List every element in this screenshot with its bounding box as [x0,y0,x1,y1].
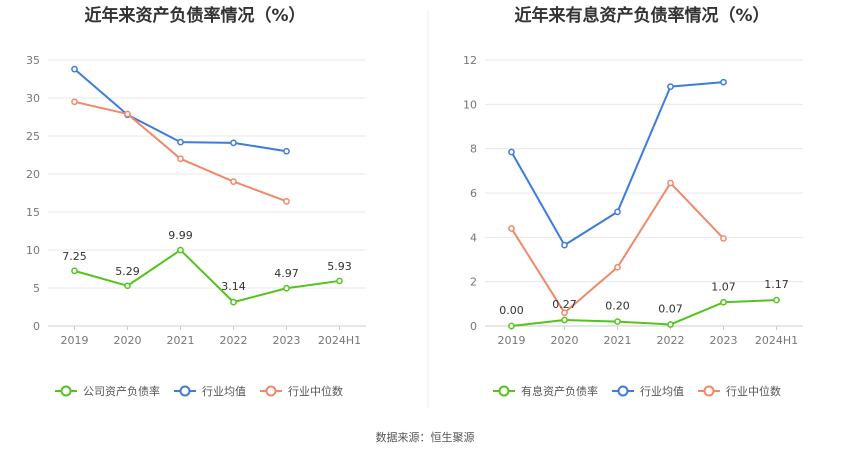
data-label: 5.29 [115,265,140,278]
y-tick-label: 20 [26,168,40,181]
source-note: 数据来源：恒生聚源 [376,430,475,444]
x-tick-label: 2024H1 [318,334,361,347]
data-point [614,208,621,216]
x-tick-label: 2020 [114,334,142,347]
y-tick-label: 12 [463,54,477,67]
series-line-2 [510,81,724,247]
series-line-1 [74,249,340,304]
y-tick-label: 0 [470,320,477,333]
y-tick-label: 6 [470,187,477,200]
x-tick-label: 2019 [61,334,89,347]
data-point [177,138,184,146]
chart-title: 近年来有息资产负债率情况（%） [514,5,769,26]
y-tick-label: 10 [26,244,40,257]
x-tick-label: 2021 [167,334,195,347]
y-tick-label: 25 [26,130,40,143]
y-tick-label: 4 [470,231,477,244]
x-tick-label: 2019 [498,334,526,347]
x-tick-label: 2024H1 [755,334,798,347]
y-tick-label: 30 [26,92,40,105]
data-point [720,78,727,86]
data-point [283,198,290,205]
data-point [71,267,78,275]
data-point [667,321,674,328]
chart-title: 近年来资产负债率情况（%） [84,5,305,26]
legend-label: 行业中位数 [726,384,781,398]
legend-label: 公司资产负债率 [83,384,160,398]
data-point [720,298,727,306]
data-point [773,296,780,304]
data-point [71,65,78,73]
data-point [614,318,621,325]
legend-item-1[interactable]: 公司资产负债率 [55,384,160,398]
data-point [177,246,184,254]
data-label: 0.00 [499,304,524,317]
data-label: 0.27 [552,298,577,311]
data-point [336,277,343,285]
data-point [283,147,290,155]
x-tick-label: 2021 [604,334,632,347]
y-tick-label: 15 [26,206,40,219]
data-label: 4.97 [274,267,299,280]
legend-item-2[interactable]: 行业均值 [174,385,246,398]
legend-item-3[interactable]: 行业中位数 [260,384,343,398]
y-tick-label: 8 [470,143,477,156]
data-point [230,298,237,306]
legend-label: 行业中位数 [288,384,343,398]
data-label: 1.07 [711,280,736,293]
data-point [561,316,568,324]
data-point [561,241,568,249]
data-label: 3.14 [221,280,246,293]
legend-item-2[interactable]: 行业均值 [612,385,684,398]
data-label: 0.07 [658,302,683,315]
data-point [667,179,674,187]
y-tick-label: 10 [463,98,477,111]
data-label: 7.25 [62,250,87,263]
data-point [283,284,290,292]
data-point [667,83,674,90]
series-line-3 [74,100,287,203]
x-tick-label: 2022 [220,334,248,347]
data-point [124,110,131,118]
legend-label: 有息资产负债率 [521,384,598,398]
data-point [71,98,78,106]
chart-panel-1: 近年来资产负债率情况（%） 0 5 10 15 20 25 30 35 2019 2020 2021 2… [26,5,366,398]
data-label: 1.17 [764,278,789,291]
legend-item-1[interactable]: 有息资产负债率 [493,384,598,398]
legend-label: 行业均值 [202,385,246,398]
series-line-1 [511,299,777,327]
legend-marker [60,385,72,397]
chart-panel-2: 近年来有息资产负债率情况（%） 0 2 4 6 8 10 12 2019 2020 2021 2022… [463,5,803,398]
data-point [508,225,515,232]
data-point [614,263,621,271]
data-point [230,178,237,185]
legend-item-3[interactable]: 行业中位数 [698,384,781,398]
legend-marker [617,385,629,397]
data-point [177,155,184,163]
legend-marker [703,385,715,397]
data-point [561,309,568,317]
y-tick-label: 2 [470,276,477,289]
data-label: 0.20 [605,300,630,313]
y-tick-label: 0 [33,320,40,333]
x-tick-label: 2020 [551,334,579,347]
data-point [508,322,515,330]
x-tick-label: 2023 [710,334,738,347]
legend-label: 行业均值 [640,385,684,398]
data-point [508,148,515,156]
data-point [720,235,727,242]
data-point [124,282,131,290]
y-tick-label: 5 [33,282,40,295]
data-label: 5.93 [327,260,352,273]
legend-marker [179,385,191,397]
x-tick-label: 2022 [657,334,685,347]
legend-marker [498,385,510,397]
legend-marker [265,385,277,397]
y-tick-label: 35 [26,54,40,67]
data-point [230,139,237,147]
x-tick-label: 2023 [273,334,301,347]
data-label: 9.99 [168,229,193,242]
series-line-3 [510,182,725,314]
